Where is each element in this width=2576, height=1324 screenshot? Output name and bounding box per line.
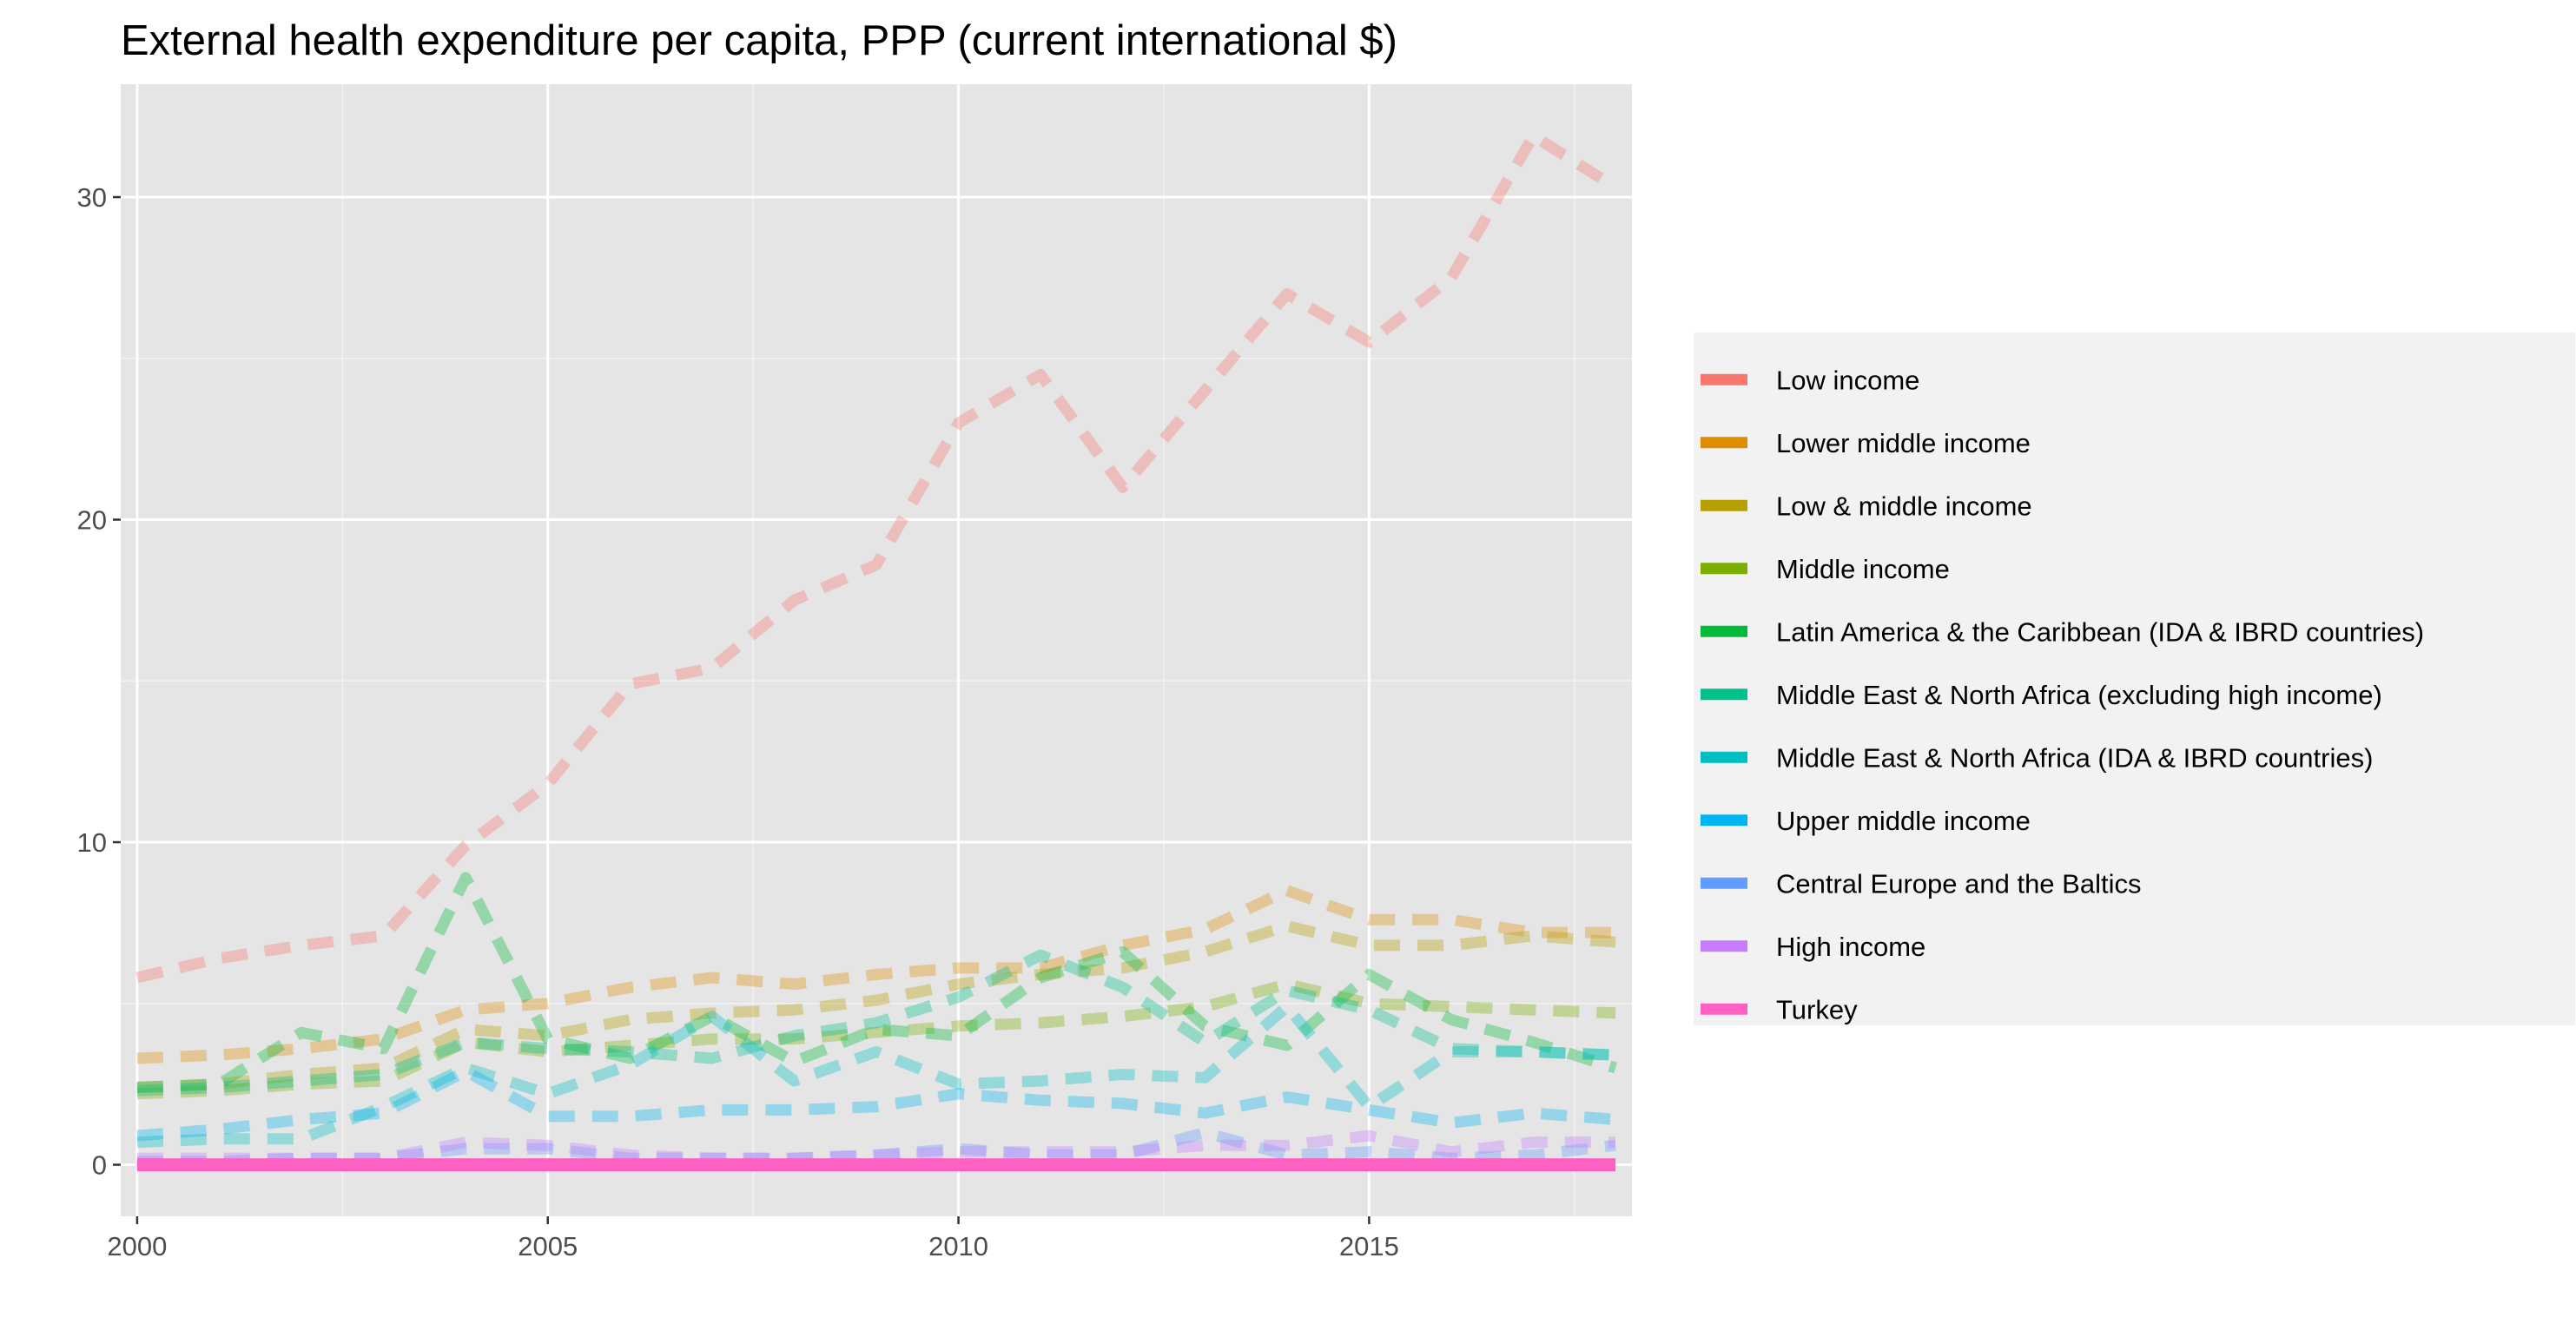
legend-label-upper-middle-income: Upper middle income [1776,806,2031,836]
series-layer [135,129,1619,1172]
legend-background [1694,333,2575,1025]
legend-label-turkey: Turkey [1776,994,1858,1024]
y-tick-label: 30 [77,182,107,213]
series-line-middle-east-north-africa-ida-ibrd-countries [136,1001,1616,1149]
x-tick-label: 2005 [518,1231,578,1261]
legend: Low income Lower middle income Low & middl… [1694,333,2575,1025]
series-line-low-middle-income [136,920,1616,1093]
series-line-high-income [136,1130,1616,1164]
legend-label-low-middle-income: Low & middle income [1776,491,2032,521]
x-tick-label: 2015 [1339,1231,1399,1261]
legend-label-high-income: High income [1776,932,1925,962]
series-line-upper-middle-income [136,1065,1616,1142]
x-tick-label: 2000 [107,1231,167,1261]
axis-layer: 2000 2005 2010 2015 0 10 20 30 [77,182,1399,1261]
legend-label-middle-income: Middle income [1776,554,1950,584]
legend-label-latin-america-the-caribbean-ida-ibrd-countries: Latin America & the Caribbean (IDA & IBR… [1776,616,2424,647]
chart-title: External health expenditure per capita, … [121,17,1397,64]
y-tick-label: 10 [77,827,107,858]
legend-label-central-europe-and-the-baltics: Central Europe and the Baltics [1776,868,2141,899]
y-tick-label: 20 [77,505,107,536]
legend-label-middle-east-north-africa-ida-ibrd-countries: Middle East & North Africa (IDA & IBRD c… [1776,742,2373,773]
series-line-central-europe-and-the-baltics [136,1126,1616,1168]
grid-layer [121,84,1632,1216]
series-line-middle-income [136,978,1616,1100]
y-tick-label: 0 [92,1150,107,1181]
x-tick-label: 2010 [928,1231,988,1261]
legend-label-low-income: Low income [1776,365,1919,395]
series-line-latin-america-the-caribbean-ida-ibrd-countries [136,872,1618,1093]
series-line-middle-east-north-africa-excluding-high-income [136,949,1616,1097]
legend-label-lower-middle-income: Lower middle income [1776,428,2031,458]
series-line-low-income [135,129,1619,984]
plot-panel [121,84,1632,1216]
legend-label-middle-east-north-africa-excluding-high-income: Middle East & North Africa (excluding hi… [1776,680,2382,710]
series-line-lower-middle-income [136,885,1616,1064]
